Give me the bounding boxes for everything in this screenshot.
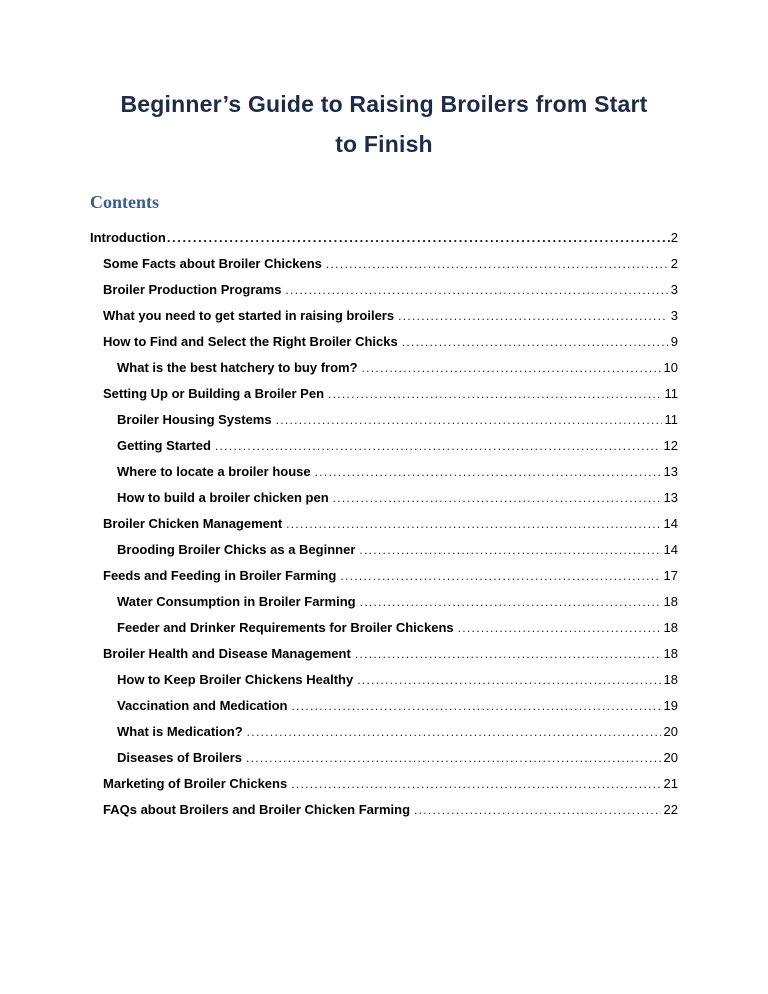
toc-entry[interactable]: Marketing of Broiler Chickens 21: [90, 776, 678, 802]
page-title-line2: to Finish: [335, 131, 433, 157]
toc-entry-label: Broiler Housing Systems: [117, 412, 272, 427]
toc-page-number: 9: [670, 334, 678, 349]
dot-leader: [340, 569, 660, 583]
page-title-line1: Beginner’s Guide to Raising Broilers fro…: [120, 91, 648, 117]
toc-page-number: 2: [670, 230, 678, 245]
toc-entry-label: Feeds and Feeding in Broiler Farming: [103, 568, 337, 583]
toc-entry[interactable]: Where to locate a broiler house 13: [90, 464, 678, 490]
dot-leader: [326, 257, 668, 271]
toc-page-number: 13: [663, 490, 678, 505]
toc-page-number: 20: [663, 724, 678, 739]
dot-leader: [286, 517, 660, 531]
toc-page-number: 20: [663, 750, 678, 765]
dot-leader: [315, 465, 661, 479]
toc-entry-label: Diseases of Broilers: [117, 750, 243, 765]
toc-entry[interactable]: Feeds and Feeding in Broiler Farming 17: [90, 568, 678, 594]
toc-entry-label: Marketing of Broiler Chickens: [103, 776, 288, 791]
toc-entry[interactable]: Water Consumption in Broiler Farming 18: [90, 594, 678, 620]
toc-entry-label: Water Consumption in Broiler Farming: [117, 594, 356, 609]
toc-entry[interactable]: What is the best hatchery to buy from? 10: [90, 360, 678, 386]
dot-leader: [291, 777, 660, 791]
toc-page-number: 3: [670, 308, 678, 323]
toc-page-number: 13: [663, 464, 678, 479]
toc-entry[interactable]: Brooding Broiler Chicks as a Beginner 14: [90, 542, 678, 568]
dot-leader: [355, 647, 661, 661]
toc-entry[interactable]: Introduction 2: [90, 230, 678, 256]
toc-page-number: 14: [663, 542, 678, 557]
toc-entry-label: Feeder and Drinker Requirements for Broi…: [117, 620, 454, 635]
dot-leader: [357, 673, 660, 687]
page-title: Beginner’s Guide to Raising Broilers fro…: [90, 84, 678, 164]
dot-leader: [247, 725, 661, 739]
toc-entry[interactable]: Diseases of Broilers 20: [90, 750, 678, 776]
toc-page-number: 12: [663, 438, 678, 453]
table-of-contents: Introduction2Some Facts about Broiler Ch…: [90, 230, 678, 828]
dot-leader: [167, 230, 671, 245]
toc-entry[interactable]: How to Find and Select the Right Broiler…: [90, 334, 678, 360]
toc-entry-label: Broiler Health and Disease Management: [103, 646, 351, 661]
dot-leader: [291, 699, 660, 713]
toc-page-number: 22: [663, 802, 678, 817]
toc-entry[interactable]: Setting Up or Building a Broiler Pen 11: [90, 386, 678, 412]
dot-leader: [328, 387, 661, 401]
toc-page-number: 18: [663, 672, 678, 687]
toc-page-number: 3: [670, 282, 678, 297]
toc-entry-label: Setting Up or Building a Broiler Pen: [103, 386, 325, 401]
toc-entry-label: Some Facts about Broiler Chickens: [103, 256, 322, 271]
toc-entry-label: How to Keep Broiler Chickens Healthy: [117, 672, 354, 687]
dot-leader: [285, 283, 667, 297]
toc-page-number: 10: [663, 360, 678, 375]
toc-entry[interactable]: FAQs about Broilers and Broiler Chicken …: [90, 802, 678, 828]
dot-leader: [246, 751, 661, 765]
toc-entry-label: How to build a broiler chicken pen: [117, 490, 329, 505]
toc-page-number: 11: [664, 412, 679, 427]
toc-page-number: 11: [664, 386, 679, 401]
dot-leader: [359, 543, 660, 557]
toc-entry[interactable]: How to build a broiler chicken pen 13: [90, 490, 678, 516]
toc-entry-label: What is the best hatchery to buy from?: [117, 360, 358, 375]
dot-leader: [398, 309, 668, 323]
dot-leader: [333, 491, 661, 505]
toc-entry[interactable]: Vaccination and Medication 19: [90, 698, 678, 724]
toc-entry[interactable]: Broiler Chicken Management 14: [90, 516, 678, 542]
toc-page-number: 2: [670, 256, 678, 271]
toc-page-number: 18: [663, 620, 678, 635]
dot-leader: [215, 439, 661, 453]
toc-entry[interactable]: What you need to get started in raising …: [90, 308, 678, 334]
toc-page-number: 18: [663, 594, 678, 609]
toc-entry[interactable]: Broiler Production Programs 3: [90, 282, 678, 308]
toc-entry[interactable]: Feeder and Drinker Requirements for Broi…: [90, 620, 678, 646]
toc-entry-label: Broiler Production Programs: [103, 282, 282, 297]
dot-leader: [360, 595, 661, 609]
toc-entry-label: What you need to get started in raising …: [103, 308, 395, 323]
toc-entry[interactable]: How to Keep Broiler Chickens Healthy 18: [90, 672, 678, 698]
dot-leader: [458, 621, 661, 635]
toc-entry-label: Broiler Chicken Management: [103, 516, 283, 531]
toc-entry-label: Where to locate a broiler house: [117, 464, 311, 479]
dot-leader: [276, 413, 662, 427]
toc-entry[interactable]: Getting Started 12: [90, 438, 678, 464]
toc-entry[interactable]: Broiler Health and Disease Management 18: [90, 646, 678, 672]
toc-entry[interactable]: Broiler Housing Systems 11: [90, 412, 678, 438]
toc-page-number: 14: [663, 516, 678, 531]
toc-entry-label: FAQs about Broilers and Broiler Chicken …: [103, 802, 411, 817]
toc-page-number: 21: [663, 776, 678, 791]
toc-entry-label: What is Medication?: [117, 724, 243, 739]
toc-page-number: 17: [663, 568, 678, 583]
toc-entry[interactable]: Some Facts about Broiler Chickens 2: [90, 256, 678, 282]
toc-page-number: 18: [663, 646, 678, 661]
toc-page-number: 19: [663, 698, 678, 713]
dot-leader: [402, 335, 668, 349]
toc-entry-label: How to Find and Select the Right Broiler…: [103, 334, 398, 349]
toc-entry-label: Introduction: [90, 230, 166, 245]
dot-leader: [362, 361, 661, 375]
toc-entry-label: Getting Started: [117, 438, 211, 453]
contents-heading: Contents: [90, 192, 160, 212]
toc-entry-label: Vaccination and Medication: [117, 698, 288, 713]
dot-leader: [414, 803, 661, 817]
toc-entry[interactable]: What is Medication? 20: [90, 724, 678, 750]
toc-entry-label: Brooding Broiler Chicks as a Beginner: [117, 542, 356, 557]
